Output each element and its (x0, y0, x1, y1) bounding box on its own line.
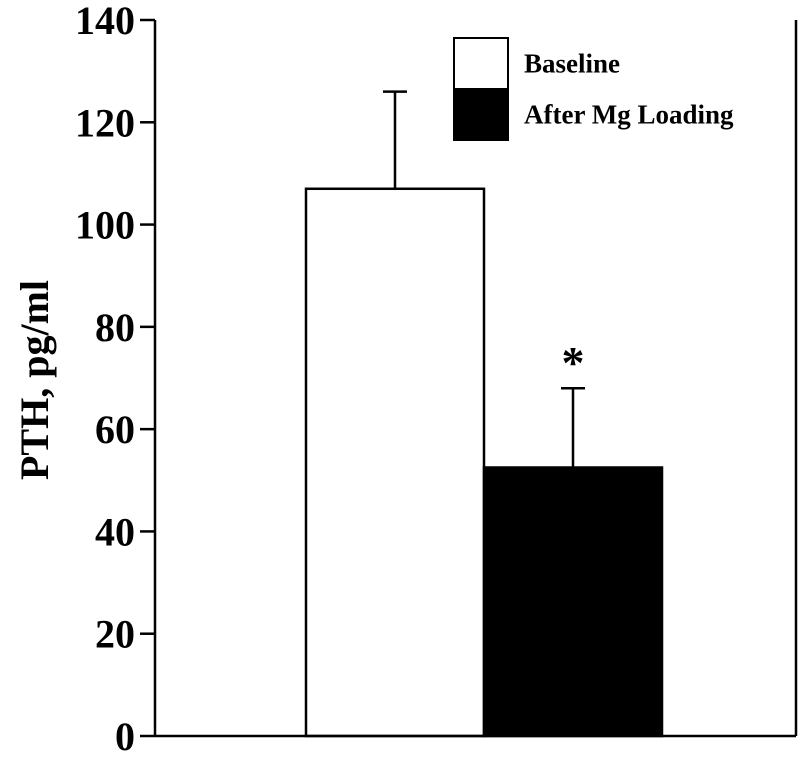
legend: Baseline After Mg Loading (453, 37, 734, 141)
legend-label: Baseline (524, 49, 620, 79)
bars: * (304, 90, 664, 738)
y-tick-label: 60 (95, 407, 135, 452)
y-tick-label: 20 (95, 612, 135, 657)
y-tick-label: 140 (75, 0, 135, 43)
bar-after-mg-loading (482, 466, 664, 738)
legend-swatch (453, 88, 509, 141)
axes (153, 20, 798, 738)
y-axis-title: PTH, pg/ml (12, 280, 57, 480)
legend-swatch (453, 37, 509, 90)
y-tick-label: 120 (75, 100, 135, 145)
y-tick-label: 80 (95, 305, 135, 350)
legend-label: After Mg Loading (524, 100, 734, 130)
significance-marker: * (562, 337, 585, 388)
y-ticks: 0 20 40 60 80 100 120 140 (75, 0, 155, 759)
bar-baseline (304, 187, 486, 738)
y-tick-label: 100 (75, 203, 135, 248)
y-tick-label: 0 (115, 714, 135, 759)
y-tick-label: 40 (95, 509, 135, 554)
